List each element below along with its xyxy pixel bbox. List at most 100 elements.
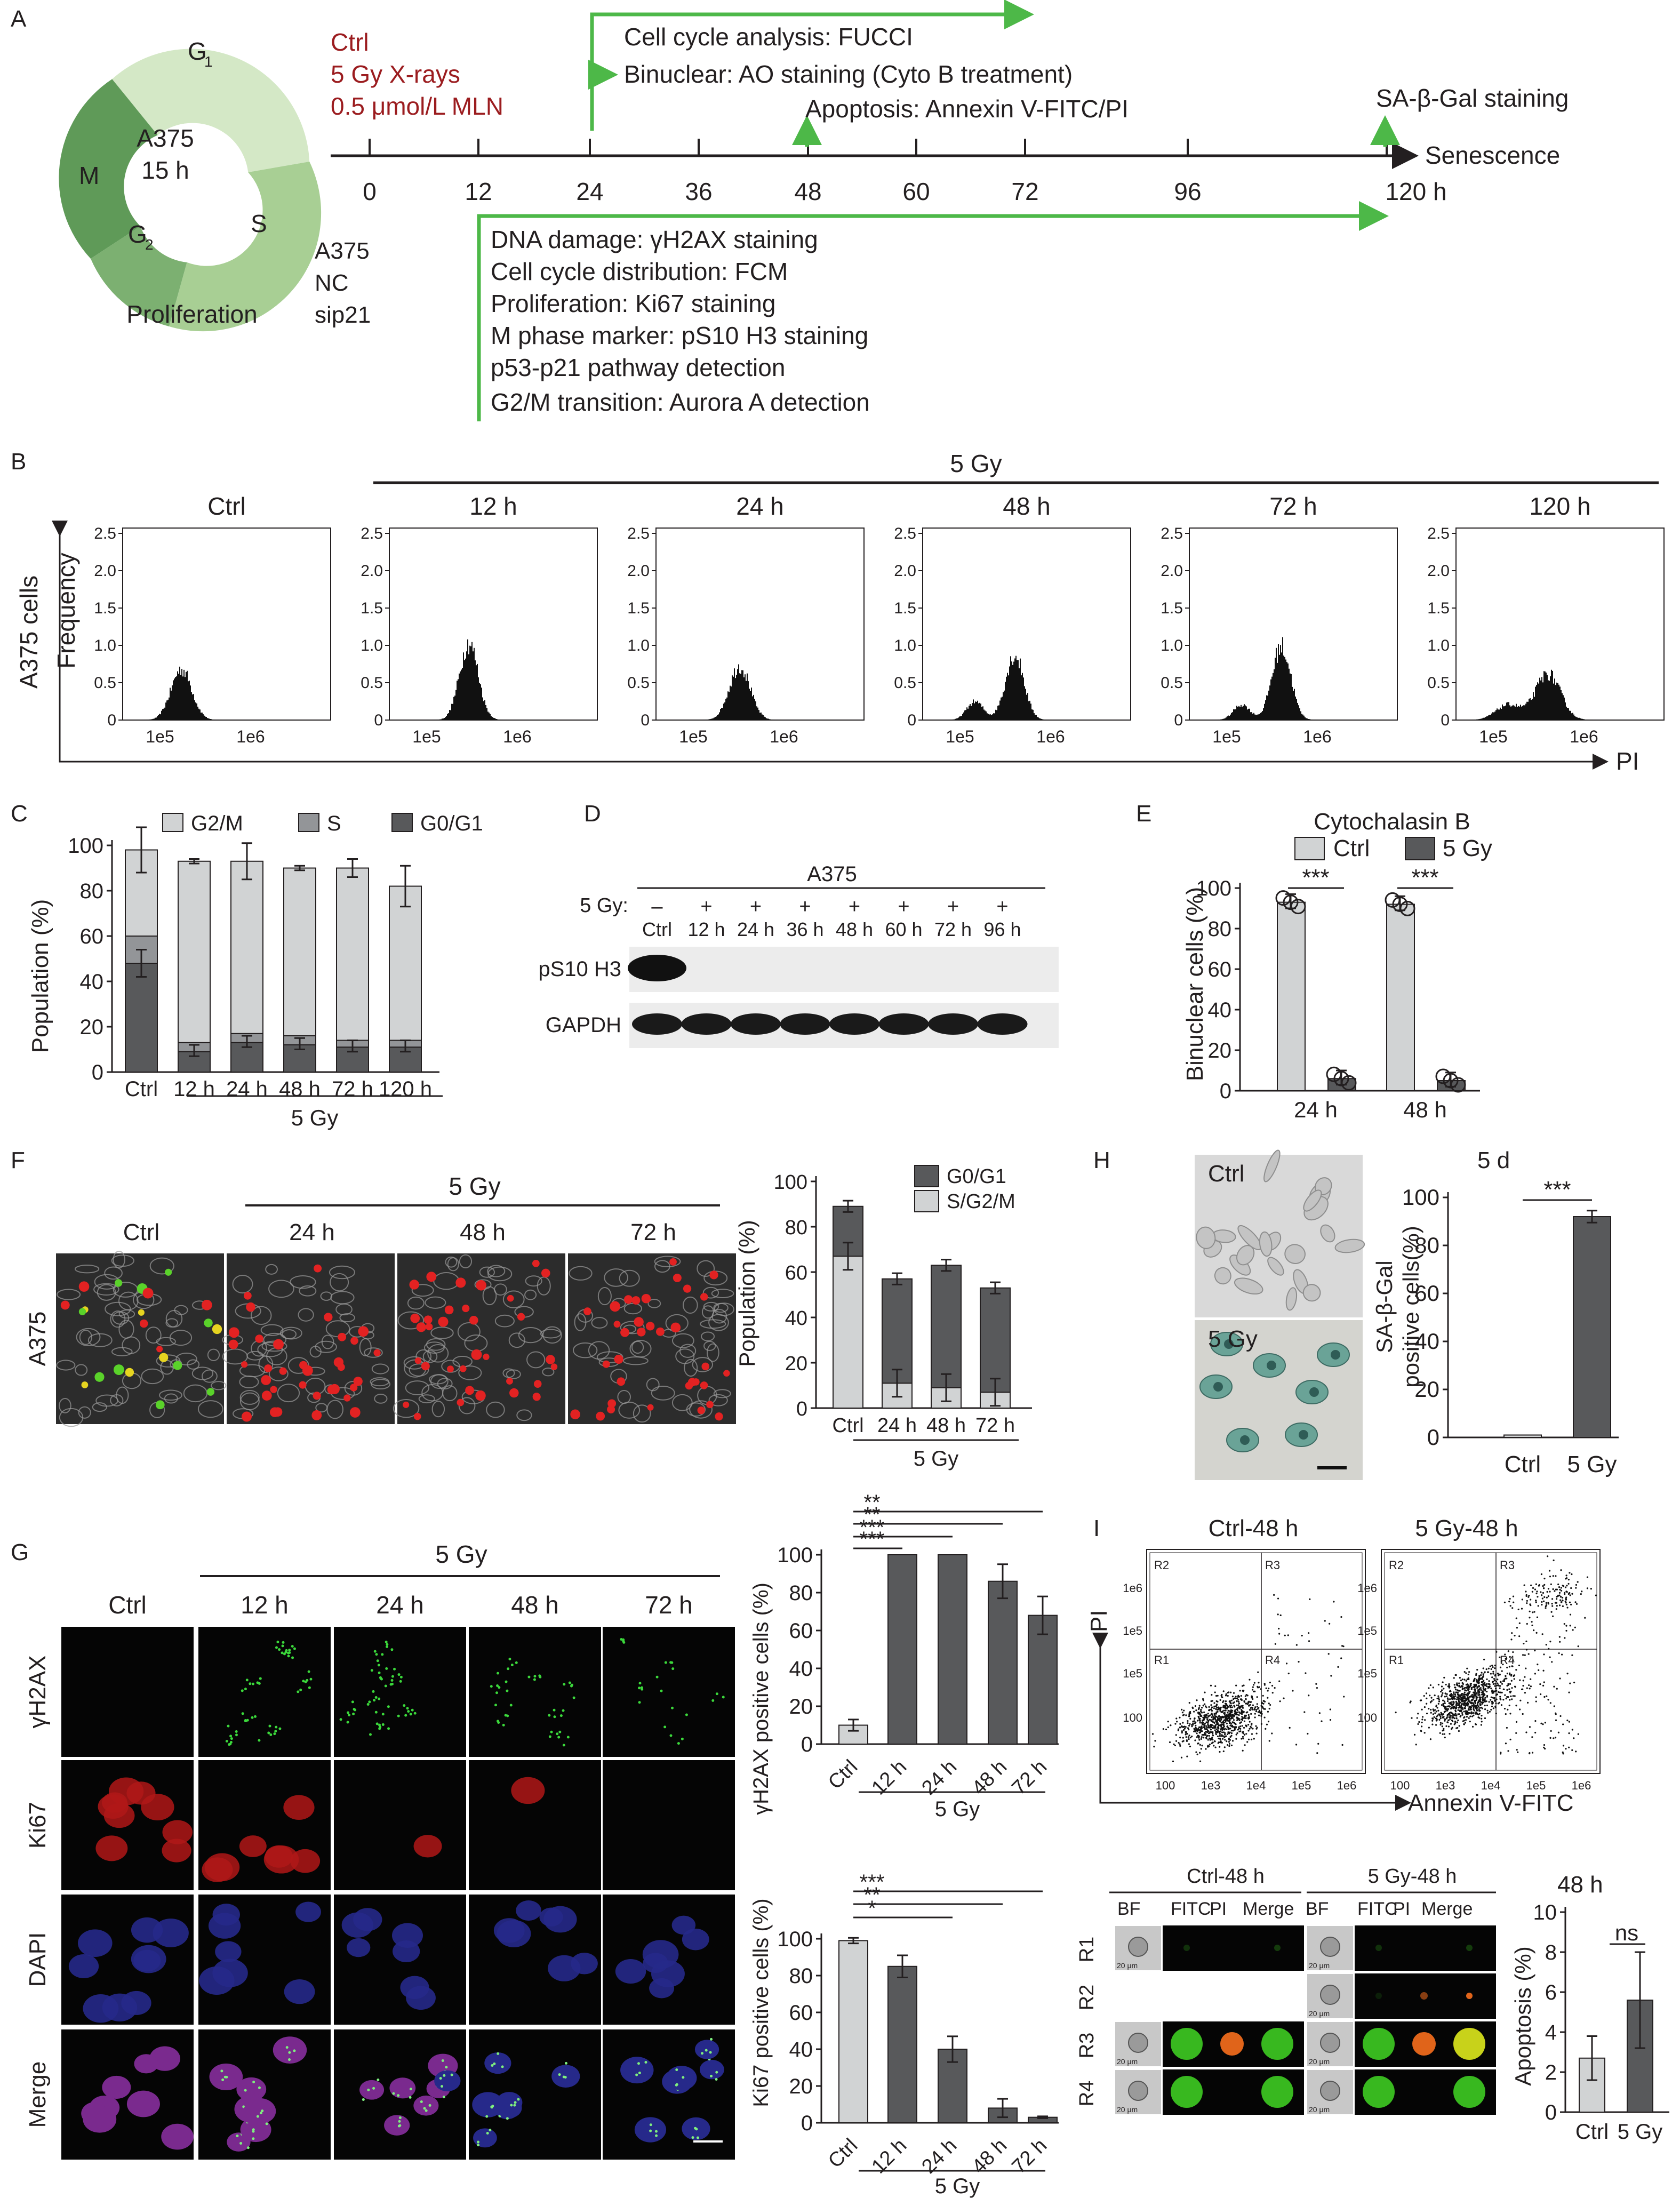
imaging-col-label: FITC [1357,1899,1398,1919]
fitc-signal [1375,1945,1382,1951]
dot [1509,1656,1511,1658]
dot [1467,1699,1469,1701]
merge-foci [694,2127,697,2130]
dot [1258,1714,1260,1716]
dot [1564,1586,1567,1588]
dot [1236,1704,1238,1706]
f-nucleus [255,1334,263,1343]
merge-foci [220,2069,223,2073]
gapdh-band [731,1013,781,1035]
foci [281,1644,284,1648]
dot [1215,1712,1217,1714]
dot [1562,1600,1564,1602]
dot [1535,1700,1537,1703]
dot [1428,1707,1430,1710]
dot [1463,1671,1466,1673]
dot [1183,1714,1185,1716]
dot [1289,1727,1291,1729]
foci [291,1656,294,1659]
c-legend-g0g1: G0/G1 [420,812,483,835]
histogram-xtick-label: 1e6 [236,727,265,746]
dot [1423,1695,1425,1697]
dot [1569,1682,1571,1684]
dot [1569,1592,1571,1594]
f-cell-outline [617,1390,631,1404]
f-nucleus [273,1407,283,1417]
dot [1469,1701,1471,1704]
dot [1535,1696,1537,1698]
dot [1434,1712,1436,1714]
dot [1231,1706,1233,1708]
dot [1456,1683,1458,1685]
dot [1194,1722,1196,1724]
dot [1222,1701,1224,1704]
foci [235,1733,238,1737]
dot [1555,1719,1557,1721]
foci [288,1649,291,1652]
f-cell-outline [290,1275,316,1289]
bottom-assays: DNA damage: γH2AX staining Cell cycle di… [491,226,870,416]
foci [685,1713,688,1716]
f-nucleus [421,1362,430,1371]
merge-nucleus [620,2057,654,2084]
dot [1535,1593,1538,1595]
dot [1499,1674,1501,1676]
dot [1525,1649,1528,1651]
f-cell-outline [701,1331,715,1341]
dot [1438,1713,1440,1715]
dot [1213,1713,1215,1715]
dot [1237,1699,1239,1701]
dot [1238,1696,1240,1698]
foci [533,1675,537,1678]
merge-foci [675,2068,678,2072]
merge-foci [409,2096,412,2099]
dot [1514,1635,1516,1637]
dot [1191,1725,1193,1728]
dot [1568,1721,1570,1723]
dot [1254,1716,1256,1719]
lane-label: Ctrl [642,918,672,940]
foci [655,1675,659,1679]
h-image-5gy-label: 5 Gy [1208,1326,1258,1352]
dot [1233,1715,1235,1717]
dot [1441,1722,1444,1724]
i-chart-ylabel: Apoptosis (%) [1510,1946,1535,2085]
dot [1501,1691,1503,1693]
dot [1575,1587,1577,1589]
dot [1194,1739,1196,1741]
dot [1212,1735,1214,1737]
dot [1450,1695,1452,1697]
histogram-ytick-label: 2.0 [894,562,916,580]
dot [1237,1700,1240,1703]
dot [1257,1685,1259,1688]
dot [1250,1725,1252,1728]
dot [1242,1690,1244,1692]
dot [1463,1688,1465,1690]
dot [1421,1725,1423,1728]
dot [1309,1598,1311,1601]
f-cell-outline [706,1343,719,1362]
dot [1451,1701,1453,1703]
dot [1507,1750,1509,1752]
fitc-signal [1363,2076,1395,2108]
flow-xtick-label: 1e4 [1481,1779,1501,1792]
histogram-title: Ctrl [207,492,246,520]
dot [1471,1715,1474,1717]
dot [1547,1602,1549,1604]
foci [230,1737,233,1740]
dot [1455,1704,1457,1706]
dot [1442,1713,1445,1715]
dot [1495,1690,1498,1692]
y-tick-label: 20 [789,1695,813,1719]
dot [1537,1605,1539,1607]
dot [1547,1588,1550,1590]
dapi-nucleus [671,1915,696,1935]
merge-nucleus [473,2128,497,2148]
dot [1528,1684,1530,1687]
foci [570,1684,573,1688]
dot [1508,1673,1511,1676]
dot [1227,1718,1229,1720]
dot [1563,1623,1565,1625]
dot [1461,1697,1463,1699]
